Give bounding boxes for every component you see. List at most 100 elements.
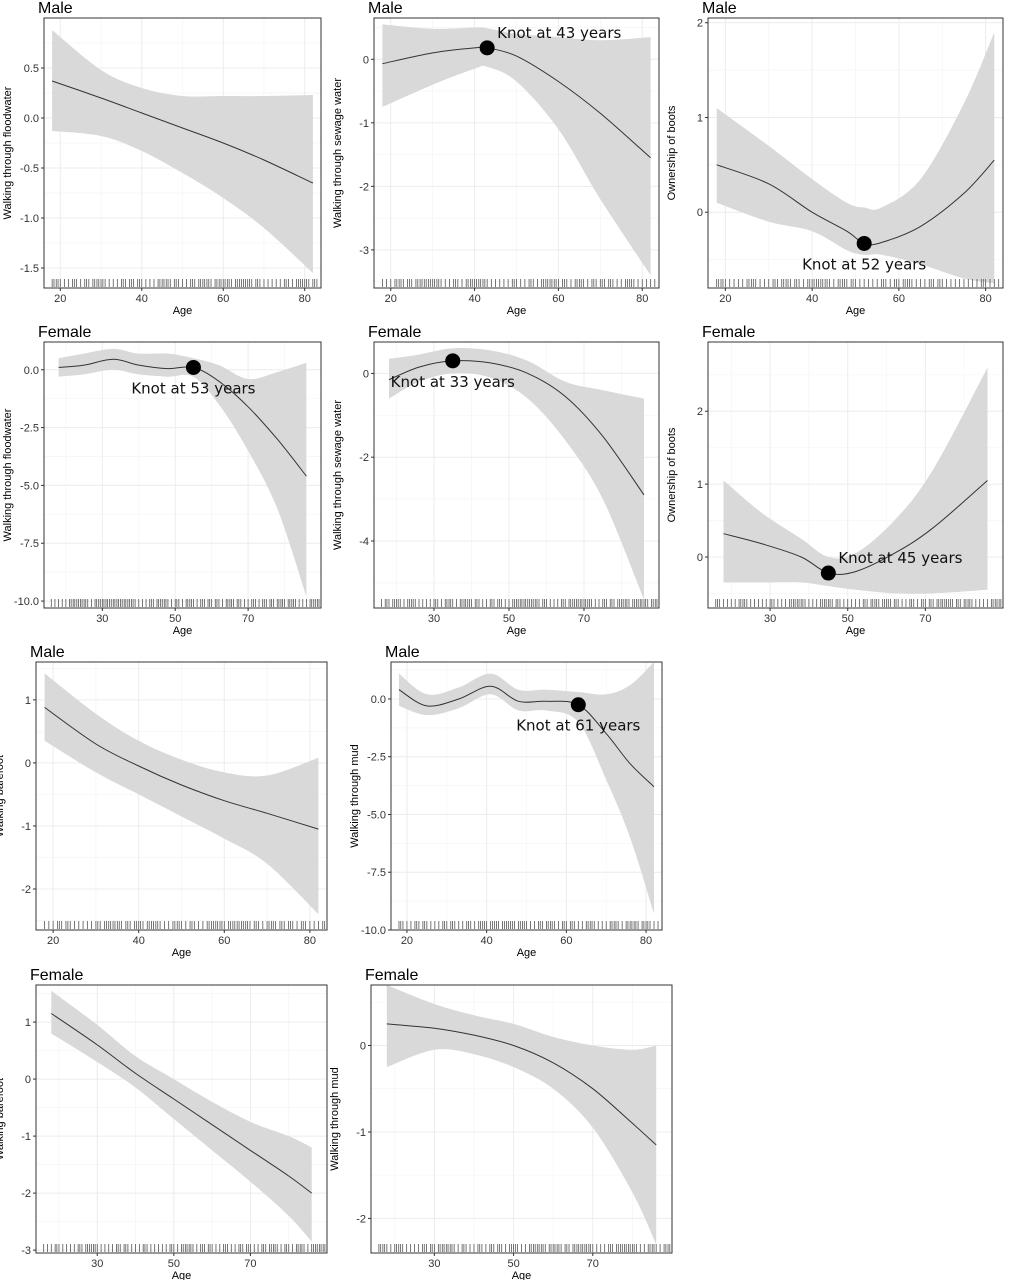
x-tick-label: 30 bbox=[91, 1258, 103, 1270]
y-tick-label: 0 bbox=[25, 758, 31, 770]
confidence-band bbox=[716, 32, 995, 284]
y-tick-label: -2 bbox=[359, 181, 369, 193]
panel-title: Female bbox=[365, 967, 418, 984]
y-tick-label: -2 bbox=[356, 1213, 366, 1225]
y-tick-label: 0.0 bbox=[371, 694, 386, 706]
x-tick-label: 80 bbox=[299, 293, 311, 305]
panel-title: Male bbox=[30, 644, 65, 661]
y-tick-label: -1 bbox=[21, 1131, 31, 1143]
x-tick-label: 80 bbox=[636, 293, 648, 305]
y-axis-label: Walking through sewage water bbox=[332, 400, 344, 550]
y-tick-label: -3 bbox=[21, 1245, 31, 1257]
panel-title: Male bbox=[385, 644, 420, 661]
x-axis-label: Age bbox=[512, 1270, 532, 1280]
x-axis-label: Age bbox=[846, 625, 866, 637]
plot-frame bbox=[43, 17, 322, 289]
fit-line bbox=[58, 358, 307, 477]
y-tick-label: -1.5 bbox=[20, 263, 39, 275]
x-axis-label: Age bbox=[507, 625, 527, 637]
panel-title: Male bbox=[368, 0, 403, 17]
panel-m-mud: Male 20 40 60 80 0.0 -2.5 -5.0 -7.5 -10.0 Age Walki… bbox=[349, 644, 663, 959]
y-tick-label: -4 bbox=[359, 536, 369, 548]
y-axis-label: Walking barefoot bbox=[0, 755, 6, 837]
y-tick-label: -5.0 bbox=[20, 480, 39, 492]
y-tick-label: 0.0 bbox=[24, 113, 39, 125]
x-tick-label: 50 bbox=[168, 1258, 180, 1270]
x-tick-label: 60 bbox=[893, 293, 905, 305]
y-tick-label: 1 bbox=[697, 479, 703, 491]
panel-title: Male bbox=[702, 0, 737, 17]
y-tick-label: -7.5 bbox=[20, 538, 39, 550]
y-tick-label: 0 bbox=[363, 368, 369, 380]
y-tick-label: 0 bbox=[697, 207, 703, 219]
y-tick-label: -2 bbox=[21, 884, 31, 896]
fit-line bbox=[723, 480, 988, 575]
x-tick-label: 40 bbox=[136, 293, 148, 305]
panel-f-mud: Female 30 50 70 0 -1 -2 Age Walking through mud bbox=[329, 967, 673, 1280]
plot-frame bbox=[373, 17, 660, 289]
x-tick-label: 20 bbox=[47, 935, 59, 947]
panel-m-boots: Male 20 40 60 80 2 1 0 Age Ownership of boots Knot… bbox=[666, 0, 1004, 317]
y-axis-label: Walking through floodwater bbox=[2, 408, 14, 541]
knot-label: Knot at 33 years bbox=[391, 373, 515, 391]
y-axis-label: Walking through floodwater bbox=[2, 86, 14, 219]
y-tick-label: -2.5 bbox=[367, 752, 386, 764]
plot-frame bbox=[35, 984, 328, 1254]
x-tick-label: 70 bbox=[244, 1258, 256, 1270]
y-tick-label: 1 bbox=[697, 112, 703, 124]
knot-marker bbox=[479, 40, 495, 56]
confidence-band bbox=[723, 367, 988, 594]
x-tick-label: 20 bbox=[54, 293, 66, 305]
knot-label: Knot at 52 years bbox=[802, 255, 926, 273]
y-tick-label: -1 bbox=[356, 1127, 366, 1139]
y-tick-label: -5.0 bbox=[367, 809, 386, 821]
y-axis-label: Walking barefoot bbox=[0, 1078, 6, 1160]
y-tick-label: -3 bbox=[359, 245, 369, 257]
fit-line bbox=[398, 685, 655, 788]
fit-line bbox=[388, 360, 645, 496]
x-tick-label: 60 bbox=[217, 293, 229, 305]
x-axis-label: Age bbox=[517, 947, 537, 959]
knot-marker bbox=[185, 359, 201, 375]
confidence-band bbox=[382, 24, 651, 276]
y-tick-label: -0.5 bbox=[20, 163, 39, 175]
y-tick-label: 2 bbox=[697, 406, 703, 418]
x-tick-label: 30 bbox=[96, 613, 108, 625]
panel-f-barefoot: Female 30 50 70 1 0 -1 -2 -3 Age Walking barefoot bbox=[0, 967, 328, 1280]
y-tick-label: 1 bbox=[25, 695, 31, 707]
confidence-band bbox=[386, 985, 657, 1245]
x-tick-label: 70 bbox=[919, 613, 931, 625]
x-tick-label: 30 bbox=[428, 613, 440, 625]
confidence-band bbox=[399, 662, 654, 914]
x-axis-label: Age bbox=[507, 305, 527, 317]
panel-m-sewage: Male 20 40 60 80 0 -1 -2 -3 Age Walking through se… bbox=[332, 0, 660, 317]
panel-title: Female bbox=[30, 967, 83, 984]
knot-marker bbox=[445, 353, 461, 369]
x-tick-label: 40 bbox=[481, 935, 493, 947]
plot-frame bbox=[707, 17, 1004, 289]
fit-line bbox=[51, 1013, 312, 1194]
confidence-band bbox=[51, 990, 312, 1242]
x-tick-label: 80 bbox=[304, 935, 316, 947]
y-tick-label: 0 bbox=[360, 1041, 366, 1053]
x-tick-label: 70 bbox=[587, 1258, 599, 1270]
x-tick-label: 20 bbox=[719, 293, 731, 305]
y-axis-label: Walking through sewage water bbox=[332, 78, 344, 228]
x-axis-label: Age bbox=[172, 1270, 192, 1280]
x-tick-label: 50 bbox=[507, 1258, 519, 1270]
x-tick-label: 30 bbox=[428, 1258, 440, 1270]
y-tick-label: 0 bbox=[697, 552, 703, 564]
plot-frame bbox=[35, 661, 328, 931]
panel-title: Female bbox=[702, 324, 755, 341]
x-tick-label: 50 bbox=[503, 613, 515, 625]
panel-m-flood: Male 20 40 60 80 0.5 0.0 -0.5 -1.0 -1.5 Age Walking… bbox=[2, 0, 322, 317]
x-axis-label: Age bbox=[172, 947, 192, 959]
x-tick-label: 20 bbox=[385, 293, 397, 305]
fit-line bbox=[44, 706, 319, 830]
knot-label: Knot at 53 years bbox=[131, 379, 255, 397]
y-tick-label: 0.5 bbox=[24, 63, 39, 75]
y-axis-label: Walking through mud bbox=[329, 1067, 341, 1171]
y-tick-label: -2 bbox=[359, 452, 369, 464]
y-axis-label: Walking through mud bbox=[349, 744, 361, 848]
